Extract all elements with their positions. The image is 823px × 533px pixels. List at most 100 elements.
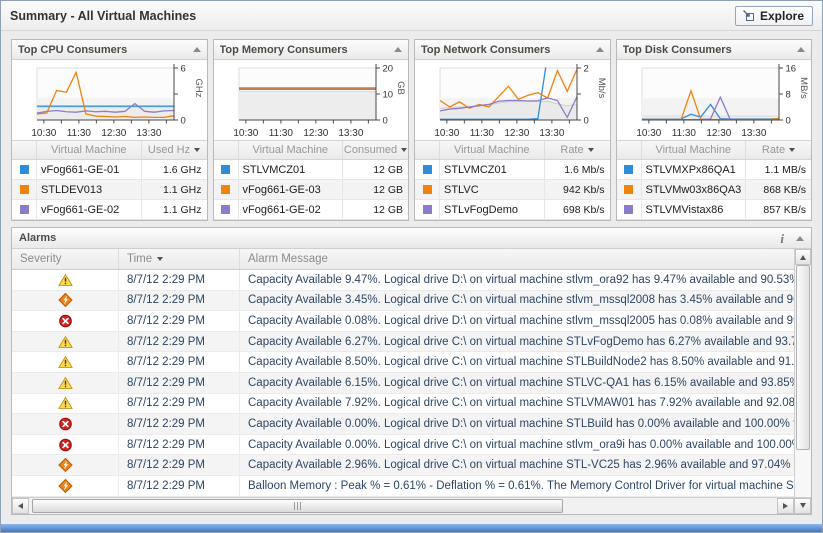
svg-text:10: 10 [382, 90, 393, 101]
vm-table-row[interactable]: STLvFogDemo 698 Kb/s [415, 200, 610, 220]
vm-table-row[interactable]: STLVMXPx86QA1 1.1 MB/s [616, 160, 811, 180]
fatal-icon [58, 417, 72, 431]
alarm-message: Capacity Available 0.08%. Logical drive … [248, 314, 794, 327]
vm-table-row[interactable]: STLDEV013 1.1 GHz [12, 180, 207, 200]
alarm-row[interactable]: 8/7/12 2:29 PM Capacity Available 2.96%. … [12, 455, 794, 476]
vm-table-row[interactable]: STLVMCZ01 1.6 Mb/s [415, 160, 610, 180]
vm-table-row[interactable]: vFog661-GE-02 12 GB [213, 200, 408, 220]
explore-button[interactable]: Explore [734, 5, 813, 26]
collapse-icon[interactable] [797, 47, 805, 52]
swatch-column-header [214, 141, 238, 159]
value-column-header[interactable]: Rate [543, 141, 610, 159]
alarm-row[interactable]: 8/7/12 2:29 PM Capacity Available 6.27%. … [12, 331, 794, 353]
severity-cell [12, 352, 118, 372]
vm-value: 857 KB/s [745, 200, 811, 219]
alarms-title: Alarms [19, 232, 57, 244]
vm-table-row[interactable]: vFog661-GE-02 1.1 GHz [12, 200, 207, 220]
vm-value: 698 Kb/s [543, 200, 610, 219]
vertical-scroll-thumb[interactable] [796, 265, 810, 451]
alarm-time: 8/7/12 2:29 PM [118, 393, 240, 414]
vm-name: vFog661-GE-02 [36, 200, 141, 219]
severity-cell [12, 394, 118, 414]
alarm-time: 8/7/12 2:29 PM [118, 352, 240, 372]
svg-text:13:30: 13:30 [741, 128, 766, 139]
vm-column-header[interactable]: Virtual Machine [640, 141, 746, 159]
table-body: STLVMCZ01 12 GB vFog661-GE-03 12 GB vFog661-… [213, 160, 408, 220]
scroll-right-button[interactable] [777, 497, 794, 514]
memory-consumers-table: Virtual Machine Consumed STLVMCZ01 12 GB v… [213, 140, 408, 220]
title-bar: Summary - All Virtual Machines Explore [1, 1, 822, 31]
severity-column-header[interactable]: Severity [20, 253, 62, 265]
alarms-body: Severity Time Alarm Message 8/7/12 2:29 … [12, 249, 811, 497]
severity-cell [12, 455, 118, 475]
table-header-row: Virtual Machine Rate [415, 141, 610, 160]
svg-text:6: 6 [181, 64, 186, 75]
value-column-header[interactable]: Consumed [342, 141, 408, 159]
info-icon[interactable]: i [780, 230, 784, 246]
scroll-up-button[interactable] [795, 249, 811, 265]
network-consumers-table: Virtual Machine Rate STLVMCZ01 1.6 Mb/s ST… [415, 140, 610, 220]
svg-text:0: 0 [382, 116, 387, 127]
fatal-icon [58, 314, 72, 328]
svg-text:10:30: 10:30 [435, 128, 460, 139]
vm-name: STLDEV013 [36, 180, 141, 199]
severity-cell [12, 414, 118, 434]
alarm-row[interactable]: 8/7/12 2:29 PM Capacity Available 9.47%. … [12, 270, 794, 291]
series-color-swatch [214, 160, 238, 179]
network-chart: 0 2 Mb/s 10:30 11:30 12:30 13:30 [415, 62, 610, 140]
series-color-swatch [415, 200, 439, 219]
panel-top-memory-consumers: Top Memory Consumers 0 10 20 GB 10:30 11:30 12… [212, 39, 409, 221]
vm-value: 1.1 GHz [140, 180, 207, 199]
vm-table-row[interactable]: vFog661-GE-01 1.6 GHz [12, 160, 207, 180]
vm-column-header[interactable]: Virtual Machine [237, 141, 343, 159]
message-column-header[interactable]: Alarm Message [248, 253, 328, 265]
vm-name: vFog661-GE-02 [237, 200, 343, 219]
collapse-icon[interactable] [796, 235, 804, 241]
alarm-row[interactable]: 8/7/12 2:29 PM Capacity Available 8.50%. … [12, 352, 794, 373]
scroll-down-button[interactable] [794, 497, 811, 514]
scroll-left-button[interactable] [12, 497, 29, 514]
alarm-row[interactable]: 8/7/12 2:29 PM Balloon Memory : Peak % = … [12, 475, 794, 497]
vertical-scroll-track[interactable] [795, 265, 811, 497]
warning-icon [57, 273, 73, 286]
alarm-time: 8/7/12 2:29 PM [118, 270, 240, 290]
collapse-icon[interactable] [192, 47, 201, 52]
vm-table-row[interactable]: STLVMw03x86QA3 868 KB/s [616, 180, 811, 200]
collapse-icon[interactable] [595, 47, 604, 52]
alarm-row[interactable]: 8/7/12 2:29 PM Capacity Available 0.08%. … [12, 311, 794, 332]
time-column-header[interactable]: Time [118, 249, 240, 269]
value-column-header[interactable]: Used Hz [140, 141, 207, 159]
panel-title: Top Disk Consumers [622, 43, 732, 56]
alarms-vertical-scrollbar[interactable] [794, 249, 811, 497]
swatch-column-header [617, 141, 641, 159]
alarm-message: Capacity Available 8.50%. Logical drive … [248, 356, 794, 369]
alarms-horizontal-scrollbar[interactable] [12, 496, 811, 514]
alarm-row[interactable]: 8/7/12 2:29 PM Capacity Available 0.00%. … [12, 414, 794, 435]
alarm-time: 8/7/12 2:29 PM [118, 311, 240, 331]
svg-text:11:30: 11:30 [671, 128, 696, 139]
vm-table-row[interactable]: STLVMVistax86 857 KB/s [616, 200, 811, 220]
svg-text:12:30: 12:30 [505, 128, 530, 139]
vm-column-header[interactable]: Virtual Machine [36, 141, 141, 159]
vm-table-row[interactable]: STLVMCZ01 12 GB [213, 160, 408, 180]
vm-name: STLVMXPx86QA1 [640, 160, 746, 179]
svg-text:12:30: 12:30 [303, 128, 328, 139]
arrow-right-icon [783, 502, 788, 509]
horizontal-scroll-track[interactable] [29, 497, 777, 514]
alarm-row[interactable]: 8/7/12 2:29 PM Capacity Available 3.45%. … [12, 290, 794, 312]
vm-table-row[interactable]: STLVC 942 Kb/s [415, 180, 610, 200]
vm-table-row[interactable]: vFog661-GE-03 12 GB [213, 180, 408, 200]
alarm-message: Capacity Available 0.00%. Logical drive … [248, 417, 794, 430]
alarm-row[interactable]: 8/7/12 2:29 PM Capacity Available 7.92%. … [12, 393, 794, 415]
alarm-row[interactable]: 8/7/12 2:29 PM Capacity Available 6.15%. … [12, 372, 794, 394]
alarm-row[interactable]: 8/7/12 2:29 PM Capacity Available 0.00%. … [12, 434, 794, 456]
svg-text:0: 0 [785, 116, 790, 127]
alarm-message: Capacity Available 6.15%. Logical drive … [248, 376, 794, 389]
horizontal-scroll-thumb[interactable] [32, 498, 564, 513]
collapse-icon[interactable] [394, 47, 402, 52]
value-column-header[interactable]: Rate [745, 141, 811, 159]
svg-text:0: 0 [181, 116, 186, 127]
vm-column-header[interactable]: Virtual Machine [439, 141, 544, 159]
memory-chart: 0 10 20 GB 10:30 11:30 12:30 13:30 [214, 62, 409, 140]
